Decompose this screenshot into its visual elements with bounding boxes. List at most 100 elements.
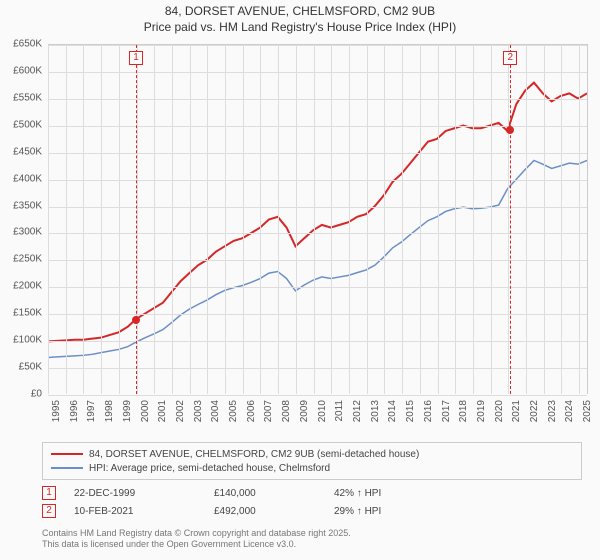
gridline-v [119, 45, 120, 394]
x-tick-label: 2010 [317, 400, 328, 422]
x-tick-label: 2020 [494, 400, 505, 422]
gridline-v [296, 45, 297, 394]
gridline-v [561, 45, 562, 394]
y-tick-label: £150K [13, 308, 42, 319]
gridline-v [207, 45, 208, 394]
gridline-v [526, 45, 527, 394]
gridline-v [260, 45, 261, 394]
gridline-h [48, 287, 587, 288]
gridline-v [402, 45, 403, 394]
x-tick-label: 2004 [210, 400, 221, 422]
x-tick-label: 1996 [69, 400, 80, 422]
x-tick-label: 2021 [511, 400, 522, 422]
title-line2: Price paid vs. HM Land Registry's House … [0, 20, 600, 36]
y-tick-label: £50K [19, 362, 42, 373]
gridline-v [473, 45, 474, 394]
event-diff: 29% ↑ HPI [334, 506, 454, 517]
footer-line2: This data is licensed under the Open Gov… [42, 539, 582, 550]
event-date: 10-FEB-2021 [74, 506, 214, 517]
x-tick-label: 2003 [193, 400, 204, 422]
legend-swatch [51, 467, 83, 469]
event-date: 22-DEC-1999 [74, 488, 214, 499]
gridline-h [48, 153, 587, 154]
marker-box-2: 2 [503, 51, 517, 65]
x-tick-label: 2011 [334, 400, 345, 422]
event-marker: 1 [42, 486, 56, 500]
x-axis: 1995199619971998199920002001200220032004… [48, 396, 588, 436]
footer-line1: Contains HM Land Registry data © Crown c… [42, 528, 582, 539]
plot-area: 12 [48, 44, 588, 394]
x-tick-label: 2015 [405, 400, 416, 422]
legend-item: 84, DORSET AVENUE, CHELMSFORD, CM2 9UB (… [51, 447, 573, 461]
event-price: £140,000 [214, 488, 334, 499]
gridline-v [420, 45, 421, 394]
event-price: £492,000 [214, 506, 334, 517]
marker-dot-2 [506, 126, 514, 134]
marker-box-1: 1 [129, 51, 143, 65]
series-hpi [48, 160, 587, 357]
gridline-v [579, 45, 580, 394]
gridline-v [367, 45, 368, 394]
gridline-v [278, 45, 279, 394]
y-tick-label: £500K [13, 119, 42, 130]
y-tick-label: £600K [13, 65, 42, 76]
x-tick-label: 2009 [299, 400, 310, 422]
gridline-h [48, 72, 587, 73]
event-table: 1 22-DEC-1999£140,00042% ↑ HPI 2 10-FEB-202… [42, 484, 582, 520]
x-tick-label: 2000 [140, 400, 151, 422]
x-tick-label: 2018 [458, 400, 469, 422]
y-tick-label: £650K [13, 39, 42, 50]
y-tick-label: £250K [13, 254, 42, 265]
x-tick-label: 2005 [228, 400, 239, 422]
gridline-v [314, 45, 315, 394]
gridline-v [154, 45, 155, 394]
marker-line-1 [136, 45, 137, 394]
chart-title: 84, DORSET AVENUE, CHELMSFORD, CM2 9UB P… [0, 0, 600, 35]
title-line1: 84, DORSET AVENUE, CHELMSFORD, CM2 9UB [0, 4, 600, 20]
gridline-h [48, 368, 587, 369]
x-tick-label: 2007 [263, 400, 274, 422]
x-tick-label: 2016 [423, 400, 434, 422]
y-tick-label: £450K [13, 146, 42, 157]
y-tick-label: £0 [31, 389, 42, 400]
x-tick-label: 2022 [529, 400, 540, 422]
gridline-h [48, 341, 587, 342]
x-tick-label: 1998 [104, 400, 115, 422]
x-tick-label: 2014 [387, 400, 398, 422]
gridline-v [190, 45, 191, 394]
legend-swatch [51, 453, 83, 455]
gridline-h [48, 45, 587, 46]
gridline-v [225, 45, 226, 394]
x-tick-label: 2002 [175, 400, 186, 422]
event-row: 1 22-DEC-1999£140,00042% ↑ HPI [42, 484, 582, 502]
y-axis: £0£50K£100K£150K£200K£250K£300K£350K£400… [0, 44, 46, 394]
y-tick-label: £200K [13, 281, 42, 292]
x-tick-label: 1995 [51, 400, 62, 422]
y-tick-label: £400K [13, 173, 42, 184]
gridline-h [48, 207, 587, 208]
x-tick-label: 2019 [476, 400, 487, 422]
event-marker: 2 [42, 504, 56, 518]
x-tick-label: 2025 [582, 400, 593, 422]
y-tick-label: £350K [13, 200, 42, 211]
gridline-v [491, 45, 492, 394]
event-diff: 42% ↑ HPI [334, 488, 454, 499]
x-tick-label: 2012 [352, 400, 363, 422]
x-tick-label: 1997 [86, 400, 97, 422]
x-tick-label: 2024 [564, 400, 575, 422]
gridline-v [101, 45, 102, 394]
y-tick-label: £300K [13, 227, 42, 238]
x-tick-label: 2006 [246, 400, 257, 422]
gridline-v [455, 45, 456, 394]
y-tick-label: £550K [13, 92, 42, 103]
chart-container: 84, DORSET AVENUE, CHELMSFORD, CM2 9UB P… [0, 0, 600, 560]
footer: Contains HM Land Registry data © Crown c… [42, 528, 582, 550]
gridline-h [48, 260, 587, 261]
gridline-h [48, 314, 587, 315]
gridline-v [66, 45, 67, 394]
legend-label: HPI: Average price, semi-detached house,… [89, 463, 330, 474]
series-price_paid [48, 83, 587, 342]
gridline-v [384, 45, 385, 394]
gridline-v [172, 45, 173, 394]
gridline-v [349, 45, 350, 394]
